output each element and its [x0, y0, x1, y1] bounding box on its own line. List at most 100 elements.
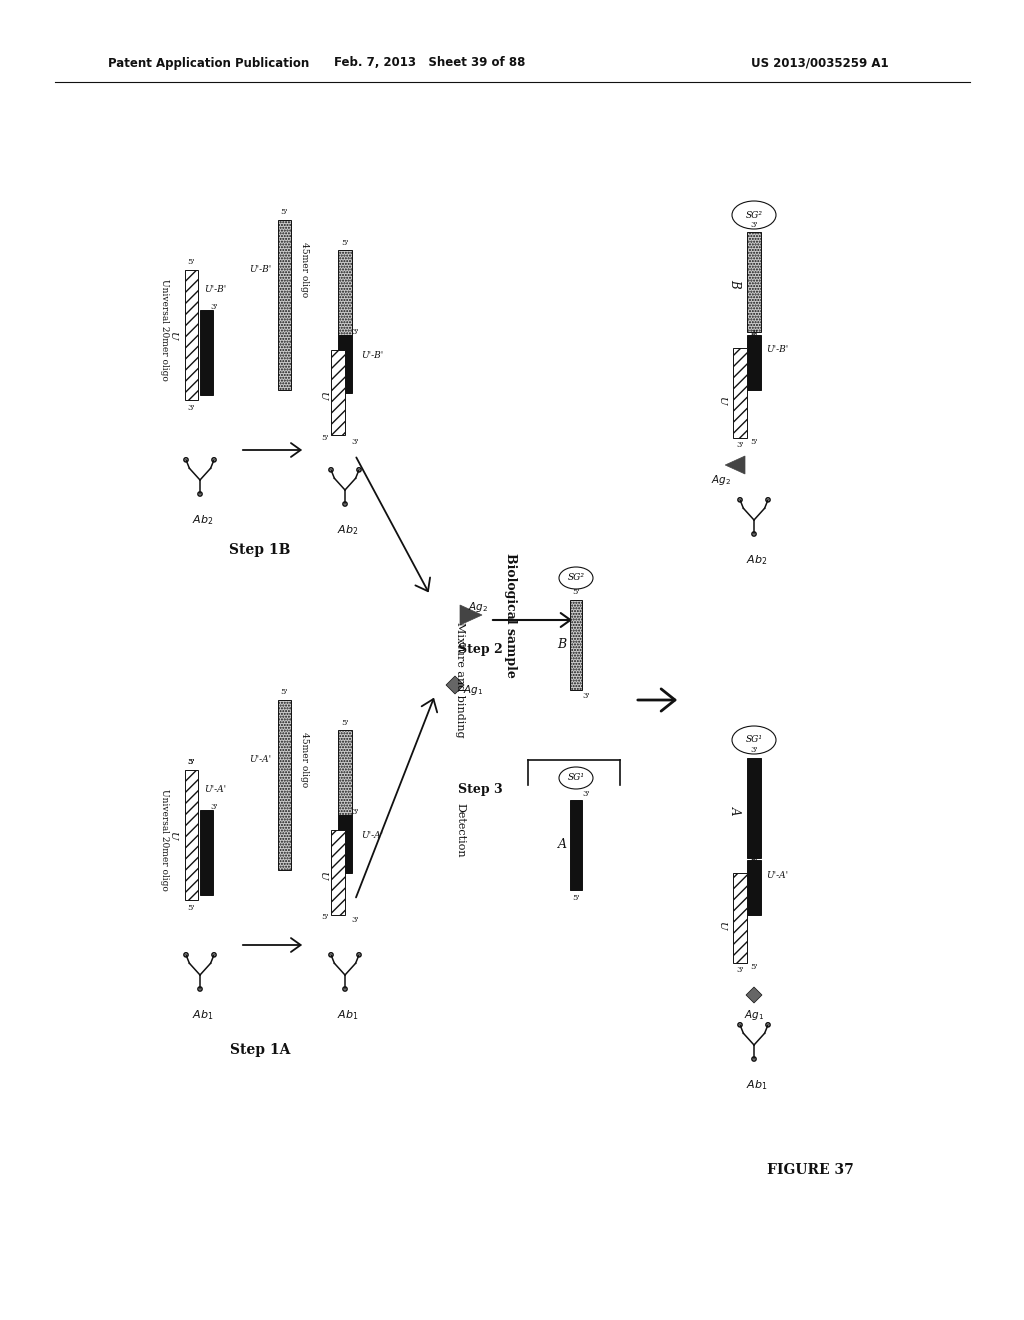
Text: Universal 20mer oligo: Universal 20mer oligo — [161, 279, 170, 381]
Bar — [200, 310, 213, 395]
Text: 5': 5' — [281, 688, 289, 696]
Text: 3': 3' — [211, 803, 218, 810]
Text: U: U — [169, 330, 177, 339]
Text: Step 1A: Step 1A — [229, 1043, 290, 1057]
Text: 3': 3' — [751, 220, 758, 228]
Text: 5': 5' — [187, 904, 196, 912]
Text: 3': 3' — [582, 692, 590, 700]
Text: U: U — [718, 920, 726, 929]
Text: SG²: SG² — [567, 573, 585, 582]
Text: SG¹: SG¹ — [567, 774, 585, 783]
Text: 3': 3' — [351, 327, 358, 337]
Ellipse shape — [559, 568, 593, 589]
Bar — [570, 800, 582, 890]
Text: 3': 3' — [751, 329, 758, 337]
Text: 3': 3' — [751, 746, 758, 754]
Text: B: B — [557, 639, 566, 652]
Text: SG²: SG² — [745, 210, 763, 219]
Text: $Ab_2$: $Ab_2$ — [193, 513, 214, 527]
Bar — [200, 810, 213, 895]
Text: 5': 5' — [187, 758, 196, 766]
Text: U: U — [169, 830, 177, 840]
Text: 3': 3' — [736, 441, 743, 449]
Text: 5': 5' — [341, 239, 349, 247]
Bar — [570, 601, 582, 690]
Text: 3': 3' — [351, 438, 358, 446]
Bar — [338, 335, 352, 393]
Text: U: U — [318, 871, 328, 879]
Text: 5': 5' — [751, 964, 758, 972]
Polygon shape — [746, 987, 762, 1003]
Text: Universal 20mer oligo: Universal 20mer oligo — [161, 789, 170, 891]
Text: $Ag_1$: $Ag_1$ — [463, 682, 483, 697]
Text: 5': 5' — [572, 587, 580, 597]
Bar — [746, 335, 761, 389]
Text: 5': 5' — [322, 913, 329, 921]
Text: 5': 5' — [281, 209, 289, 216]
Text: 5': 5' — [751, 858, 758, 866]
Bar — [733, 873, 746, 964]
Text: Biological sample: Biological sample — [504, 553, 516, 677]
Bar — [746, 232, 761, 333]
Text: $Ab_2$: $Ab_2$ — [337, 523, 358, 537]
Text: $Ag_2$: $Ag_2$ — [468, 601, 488, 614]
Bar — [338, 730, 352, 814]
Text: U'-B': U'-B' — [204, 285, 226, 294]
Text: 3': 3' — [211, 304, 218, 312]
Text: $Ab_2$: $Ab_2$ — [746, 553, 768, 566]
Text: 3': 3' — [736, 966, 743, 974]
Text: Mixture and binding: Mixture and binding — [455, 622, 465, 738]
Text: 5': 5' — [751, 333, 758, 341]
Text: U'-B': U'-B' — [361, 351, 383, 359]
Polygon shape — [725, 455, 745, 474]
Text: US 2013/0035259 A1: US 2013/0035259 A1 — [752, 57, 889, 70]
Text: Detection: Detection — [455, 803, 465, 857]
Text: U'-A': U'-A' — [361, 830, 383, 840]
Bar — [338, 814, 352, 873]
Text: 45mer oligo: 45mer oligo — [300, 243, 309, 297]
Text: 5': 5' — [572, 894, 580, 902]
Text: B: B — [728, 279, 741, 288]
Text: U: U — [718, 396, 726, 404]
Text: 5': 5' — [341, 719, 349, 727]
Text: 5': 5' — [322, 434, 329, 442]
Text: U'-A': U'-A' — [204, 785, 226, 795]
Text: $Ab_1$: $Ab_1$ — [193, 1008, 214, 1022]
Text: U: U — [318, 391, 328, 400]
Text: U'-B': U'-B' — [766, 346, 788, 355]
Text: U'-A': U'-A' — [766, 870, 788, 879]
Text: Step 2: Step 2 — [458, 644, 503, 656]
Text: 3': 3' — [582, 789, 590, 799]
Text: A: A — [728, 805, 741, 814]
Bar — [331, 830, 345, 915]
Bar — [338, 249, 352, 335]
Text: $Ag_2$: $Ag_2$ — [711, 473, 731, 487]
Text: U'-B': U'-B' — [249, 265, 271, 275]
Text: $Ab_1$: $Ab_1$ — [337, 1008, 358, 1022]
Ellipse shape — [559, 767, 593, 789]
Bar — [185, 271, 198, 400]
Text: Step 1B: Step 1B — [229, 543, 291, 557]
Text: $Ab_1$: $Ab_1$ — [746, 1078, 768, 1092]
Text: A: A — [557, 838, 566, 851]
Text: FIGURE 37: FIGURE 37 — [767, 1163, 853, 1177]
Text: Patent Application Publication: Patent Application Publication — [108, 57, 309, 70]
Text: $Ag_1$: $Ag_1$ — [743, 1008, 764, 1022]
Text: 5': 5' — [751, 438, 758, 446]
Text: SG¹: SG¹ — [745, 735, 763, 744]
Bar — [278, 220, 291, 389]
Text: 45mer oligo: 45mer oligo — [300, 733, 309, 788]
Ellipse shape — [732, 201, 776, 228]
Polygon shape — [460, 605, 482, 624]
Text: 3': 3' — [351, 808, 358, 816]
Text: Feb. 7, 2013   Sheet 39 of 88: Feb. 7, 2013 Sheet 39 of 88 — [334, 57, 525, 70]
Bar — [733, 348, 746, 438]
Text: 3': 3' — [187, 758, 196, 766]
Ellipse shape — [732, 726, 776, 754]
Text: 3': 3' — [751, 854, 758, 862]
Bar — [278, 700, 291, 870]
Text: U'-A': U'-A' — [249, 755, 271, 764]
Polygon shape — [446, 676, 464, 694]
Text: 3': 3' — [351, 916, 358, 924]
Bar — [185, 770, 198, 900]
